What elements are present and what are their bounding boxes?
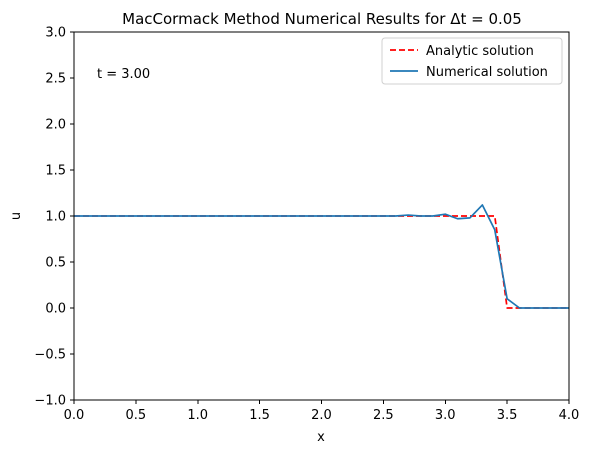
x-tick-label: 0.0 — [64, 408, 85, 423]
y-tick-label: 1.0 — [45, 210, 66, 225]
numerical-solution-line — [74, 204, 569, 309]
x-tick-label: 3.0 — [435, 408, 456, 423]
y-tick-label: 3.0 — [45, 26, 66, 41]
y-axis-ticks: −1.0 −0.5 0.0 0.5 1.0 1.5 2.0 2.5 3.0 — [34, 26, 74, 409]
y-tick-label: −1.0 — [34, 394, 66, 409]
plot-area — [74, 204, 569, 309]
y-axis-label: u — [9, 212, 24, 220]
chart-title: MacCormack Method Numerical Results for … — [122, 10, 522, 28]
y-tick-label: −0.5 — [34, 348, 66, 363]
x-tick-label: 4.0 — [559, 408, 580, 423]
x-tick-label: 2.0 — [311, 408, 332, 423]
y-tick-label: 2.5 — [45, 72, 66, 87]
x-tick-label: 3.5 — [497, 408, 518, 423]
legend-box — [381, 37, 563, 85]
y-tick-label: 1.5 — [45, 164, 66, 179]
x-tick-label: 1.0 — [187, 408, 208, 423]
time-annotation: t = 3.00 — [97, 67, 150, 82]
legend-label-numerical: Numerical solution — [426, 65, 548, 80]
legend: Analytic solution Numerical solution — [381, 37, 563, 85]
y-tick-label: 0.0 — [45, 302, 66, 317]
x-tick-label: 1.5 — [249, 408, 270, 423]
y-tick-label: 2.0 — [45, 118, 66, 133]
y-tick-label: 0.5 — [45, 256, 66, 271]
x-tick-label: 0.5 — [126, 408, 147, 423]
x-tick-label: 2.5 — [373, 408, 394, 423]
x-axis-ticks: 0.0 0.5 1.0 1.5 2.0 2.5 3.0 3.5 4.0 — [64, 400, 580, 423]
legend-label-analytic: Analytic solution — [426, 44, 534, 59]
x-axis-label: x — [317, 430, 325, 445]
